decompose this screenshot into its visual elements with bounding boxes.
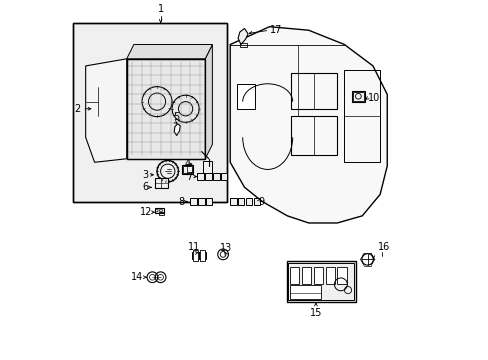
Bar (325, 266, 334, 284)
Bar (199, 252, 205, 260)
Polygon shape (126, 45, 212, 59)
Bar (290, 73, 337, 109)
Bar (200, 251, 204, 261)
Polygon shape (205, 45, 212, 159)
Text: 10: 10 (367, 93, 379, 103)
Bar (302, 266, 310, 284)
Bar (155, 208, 164, 213)
Bar (183, 166, 191, 173)
Bar (230, 198, 236, 205)
Bar (344, 69, 379, 162)
Bar (213, 173, 219, 180)
Bar (73, 23, 226, 202)
Bar (191, 252, 199, 260)
Bar (190, 198, 196, 205)
Bar (205, 173, 211, 180)
Bar (198, 198, 204, 205)
Text: 12: 12 (140, 207, 152, 217)
Bar (351, 91, 365, 102)
Polygon shape (238, 28, 247, 45)
Text: 2: 2 (74, 104, 80, 114)
Text: 13: 13 (220, 243, 232, 253)
Bar (289, 266, 299, 284)
Polygon shape (174, 124, 180, 135)
Bar (182, 165, 192, 174)
Bar (352, 92, 364, 100)
Text: 4: 4 (184, 159, 191, 169)
Polygon shape (230, 27, 386, 223)
Bar (193, 251, 197, 261)
Text: 9: 9 (258, 197, 264, 207)
Bar (240, 43, 246, 48)
Bar (288, 263, 354, 301)
Bar (154, 178, 168, 188)
Bar (289, 285, 320, 299)
Text: 6: 6 (142, 182, 148, 192)
Bar (205, 198, 212, 205)
Bar (238, 198, 244, 205)
Bar (290, 116, 337, 155)
Text: 15: 15 (309, 308, 322, 318)
Bar (73, 23, 226, 202)
Bar (203, 161, 212, 173)
Text: 5: 5 (173, 112, 180, 122)
Bar (286, 261, 355, 302)
Text: 14: 14 (130, 272, 142, 282)
Bar (337, 266, 346, 284)
Bar (126, 59, 205, 159)
Bar (159, 212, 164, 215)
Bar (245, 198, 252, 205)
Bar (126, 59, 205, 159)
Text: 11: 11 (187, 242, 200, 252)
Text: 16: 16 (377, 242, 389, 252)
Text: 17: 17 (269, 25, 281, 35)
Bar (253, 198, 260, 205)
Text: 1: 1 (157, 4, 163, 14)
Text: 8: 8 (178, 197, 184, 207)
Bar (197, 173, 203, 180)
Bar (237, 84, 255, 109)
Text: 7: 7 (185, 172, 192, 181)
Bar (313, 266, 323, 284)
Bar (221, 173, 227, 180)
Polygon shape (85, 59, 126, 162)
Text: 3: 3 (142, 170, 148, 180)
